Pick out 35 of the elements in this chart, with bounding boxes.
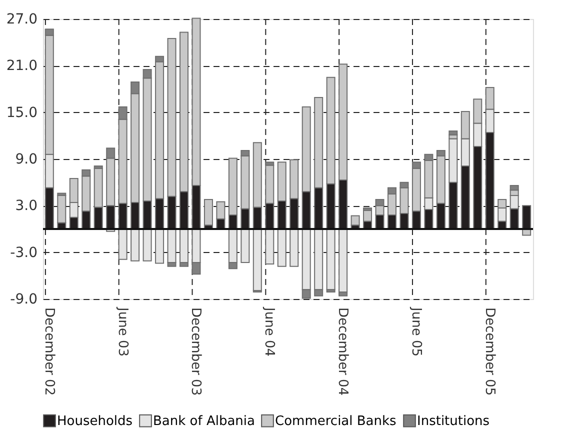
x-tick-label: December 04 — [335, 308, 350, 396]
legend-label: Institutions — [417, 414, 490, 429]
bar — [118, 228, 128, 260]
x-tick-label: December 02 — [41, 308, 56, 396]
legend-label: Bank of Albania — [153, 414, 255, 429]
bar — [204, 198, 213, 226]
bar — [240, 228, 250, 263]
bar — [265, 228, 274, 264]
x-tick-label: June 05 — [408, 306, 424, 356]
bar — [180, 228, 189, 263]
bar — [338, 228, 348, 292]
bar — [277, 228, 286, 267]
bar — [142, 228, 152, 262]
bar — [130, 228, 140, 262]
bar — [326, 228, 336, 290]
y-tick-label: 21.0 — [6, 58, 38, 74]
x-tick-label: June 03 — [114, 306, 130, 356]
bar — [252, 228, 262, 291]
bar — [167, 228, 176, 263]
y-tick-label: -3.0 — [10, 244, 38, 261]
x-tick-label: December 03 — [188, 308, 204, 396]
bar — [522, 205, 532, 230]
legend-label: Commercial Banks — [275, 414, 397, 429]
legend-label: Households — [57, 414, 133, 429]
bar — [350, 215, 360, 226]
y-tick-label: -9.0 — [10, 292, 38, 308]
bar — [290, 228, 299, 267]
bar — [155, 228, 164, 264]
y-tick-label: 27.0 — [6, 12, 38, 28]
x-tick-label: December 05 — [482, 308, 497, 396]
y-tick-label: 9.0 — [15, 152, 38, 168]
x-tick-label: June 04 — [262, 306, 277, 356]
y-tick-label: 15.0 — [6, 104, 38, 121]
bar — [448, 130, 458, 136]
y-tick-label: 3.0 — [15, 198, 38, 214]
